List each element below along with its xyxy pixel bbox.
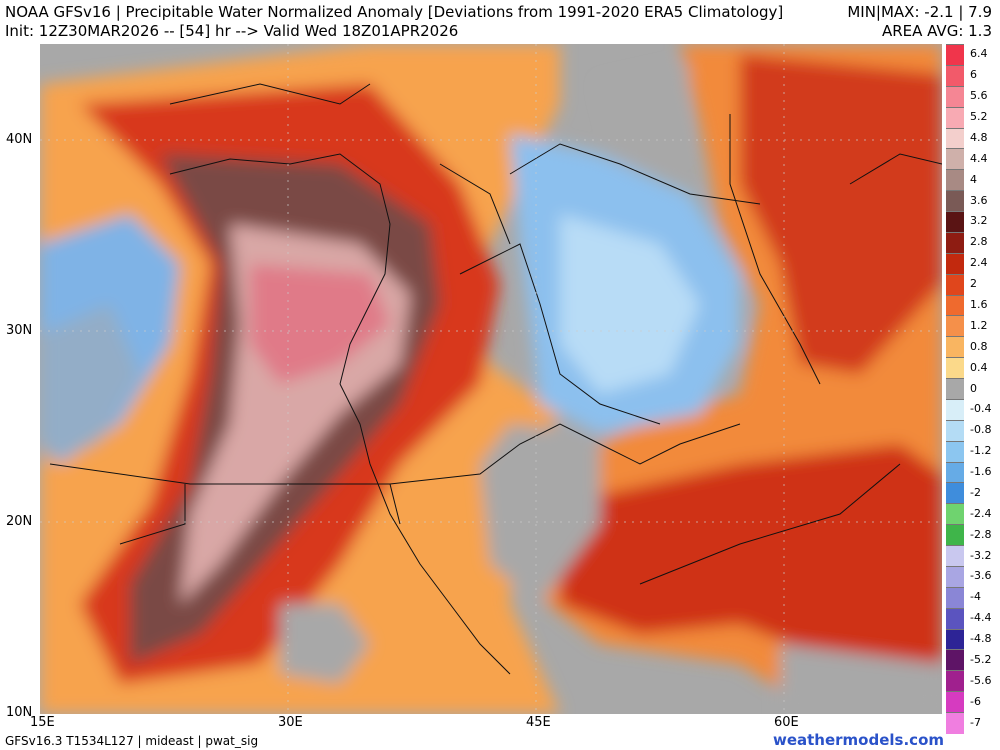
colorbar-swatch (946, 44, 964, 66)
colorbar-swatch (946, 628, 964, 651)
colorbar-swatch (946, 106, 964, 129)
colorbar-swatch (946, 85, 964, 108)
colorbar-tick-label: 3.2 (970, 214, 988, 228)
colorbar-swatch (946, 691, 964, 714)
colorbar-swatch (946, 565, 964, 588)
colorbar-swatch (946, 482, 964, 505)
colorbar-tick-label: -5.6 (970, 673, 992, 687)
colorbar-tick-label: -4.4 (970, 611, 992, 625)
anomaly-map (40, 44, 942, 714)
colorbar-tick-label: -2.8 (970, 527, 992, 541)
colorbar-swatch (946, 190, 964, 213)
lon-label-60e: 60E (774, 715, 799, 730)
colorbar-tick-label: -0.4 (970, 402, 992, 416)
colorbar-swatch (946, 127, 964, 150)
colorbar-tick-label: -2.4 (970, 506, 992, 520)
colorbar-swatch (946, 503, 964, 526)
colorbar-swatch (946, 169, 964, 192)
min-max-readout: MIN|MAX: -2.1 | 7.9 (847, 3, 992, 21)
colorbar-swatch (946, 419, 964, 442)
colorbar-tick-label: 4.8 (970, 130, 988, 144)
colorbar-tick-label: 4.4 (970, 151, 988, 165)
colorbar-swatch (946, 252, 964, 275)
colorbar-swatch (946, 670, 964, 693)
colorbar-swatch (946, 357, 964, 380)
colorbar-tick-label: 4 (970, 172, 977, 186)
map-title: NOAA GFSv16 | Precipitable Water Normali… (5, 3, 784, 21)
colorbar-tick-label: 1.6 (970, 297, 988, 311)
colorbar-tick-label: -1.6 (970, 465, 992, 478)
lon-label-45e: 45E (526, 715, 551, 730)
colorbar-tick-label: 0.8 (970, 339, 988, 353)
colorbar-tick-label: 2.4 (970, 256, 988, 270)
colorbar-tick-label: 2.8 (970, 235, 988, 249)
colorbar-tick-label: -1.2 (970, 444, 992, 458)
lat-label-20n: 20N (6, 514, 33, 529)
colorbar-swatch (946, 211, 964, 233)
colorbar-tick-label: -4 (970, 590, 981, 604)
colorbar-swatch (946, 398, 964, 421)
colorbar-tick-label: 6 (970, 68, 977, 82)
colorbar-swatch (946, 524, 964, 547)
colorbar-tick-label: -6 (970, 694, 981, 708)
colorbar-swatch (946, 440, 964, 463)
colorbar-tick-label: 0.4 (970, 360, 988, 374)
lat-label-10n: 10N (6, 705, 33, 720)
colorbar-swatch (946, 649, 964, 672)
colorbar-tick-label: -7 (970, 715, 981, 729)
colorbar-swatch (946, 231, 964, 254)
init-valid-time: Init: 12Z30MAR2026 -- [54] hr --> Valid … (5, 22, 459, 40)
colorbar-tick-label: 0 (970, 381, 977, 395)
colorbar-swatch (946, 712, 964, 734)
colorbar-tick-label: 2 (970, 277, 977, 291)
colorbar-tick-label: -2 (970, 485, 981, 499)
colorbar-swatch (946, 148, 964, 171)
colorbar-swatch (946, 294, 964, 317)
colorbar-swatch (946, 64, 964, 87)
colorbar (946, 44, 964, 734)
area-average-readout: AREA AVG: 1.3 (881, 22, 992, 40)
colorbar-tick-label: 3.6 (970, 193, 988, 207)
colorbar-tick-label: -4.8 (970, 632, 992, 646)
colorbar-swatch (946, 461, 964, 484)
colorbar-tick-label: -3.2 (970, 548, 992, 562)
colorbar-swatch (946, 336, 964, 359)
colorbar-swatch (946, 273, 964, 296)
site-watermark: weathermodels.com (772, 731, 944, 749)
lat-label-30n: 30N (6, 323, 33, 338)
colorbar-swatch (946, 378, 964, 400)
colorbar-tick-label: 6.4 (970, 47, 988, 61)
colorbar-tick-label: 5.6 (970, 89, 988, 103)
lat-label-40n: 40N (6, 132, 33, 147)
model-info: GFSv16.3 T1534L127 | mideast | pwat_sig (5, 734, 259, 748)
anomaly-field (40, 44, 942, 714)
colorbar-tick-label: 1.2 (970, 318, 988, 332)
colorbar-tick-label: -3.6 (970, 569, 992, 583)
lon-label-30e: 30E (278, 715, 303, 730)
colorbar-swatch (946, 315, 964, 338)
colorbar-tick-label: -5.2 (970, 652, 992, 666)
colorbar-tick-label: -0.8 (970, 423, 992, 437)
lon-label-15e: 15E (30, 715, 55, 730)
colorbar-tick-label: 5.2 (970, 110, 988, 124)
colorbar-swatch (946, 586, 964, 609)
colorbar-swatch (946, 545, 964, 567)
colorbar-swatch (946, 607, 964, 630)
